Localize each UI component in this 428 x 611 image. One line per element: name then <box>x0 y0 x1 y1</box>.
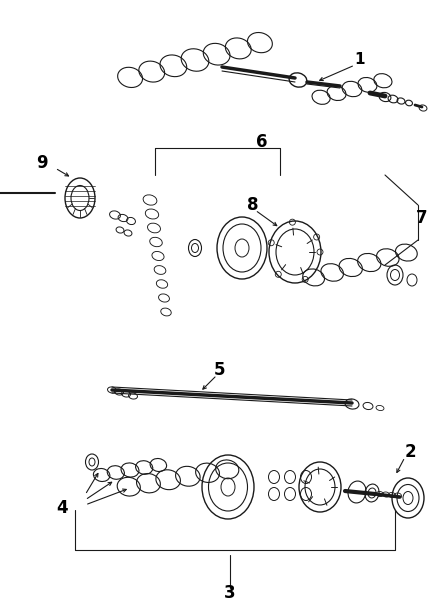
Text: 5: 5 <box>214 361 226 379</box>
Text: 1: 1 <box>355 53 365 67</box>
Text: 9: 9 <box>36 154 48 172</box>
Text: 4: 4 <box>56 499 68 517</box>
Text: 6: 6 <box>256 133 268 151</box>
Text: 2: 2 <box>404 443 416 461</box>
Text: 7: 7 <box>416 209 428 227</box>
Text: 3: 3 <box>224 584 236 602</box>
Text: 8: 8 <box>247 196 259 214</box>
